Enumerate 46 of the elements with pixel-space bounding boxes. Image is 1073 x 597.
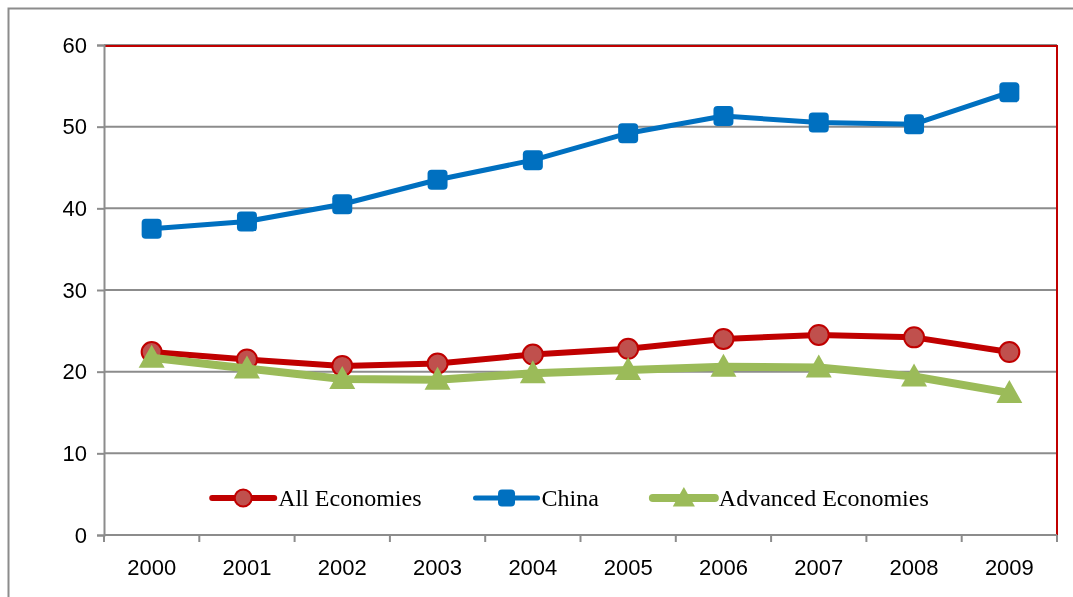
legend-label: Advanced Economies bbox=[718, 485, 929, 512]
x-tick-label: 2007 bbox=[794, 554, 844, 580]
point bbox=[712, 328, 735, 350]
point bbox=[233, 355, 260, 379]
x-tick-label: 2000 bbox=[127, 554, 177, 580]
point bbox=[519, 360, 546, 384]
y-tick-label: 50 bbox=[62, 114, 87, 140]
point bbox=[427, 169, 448, 190]
x-tick-label: 2008 bbox=[889, 554, 939, 580]
point bbox=[999, 82, 1020, 103]
point bbox=[329, 366, 356, 390]
legend-label: China bbox=[541, 485, 600, 512]
point bbox=[332, 194, 353, 215]
y-tick-label: 20 bbox=[62, 359, 87, 385]
x-tick-label: 2002 bbox=[317, 554, 367, 580]
point bbox=[615, 357, 642, 381]
point bbox=[996, 379, 1023, 403]
x-tick-label: 2003 bbox=[413, 554, 463, 580]
point bbox=[808, 112, 829, 133]
point bbox=[426, 352, 449, 375]
point bbox=[522, 150, 543, 171]
point bbox=[998, 341, 1021, 364]
point bbox=[424, 366, 451, 390]
y-tick-label: 60 bbox=[62, 32, 87, 58]
point bbox=[521, 343, 544, 366]
point bbox=[904, 114, 925, 135]
point bbox=[141, 218, 162, 239]
point bbox=[807, 323, 830, 346]
y-tick-label: 10 bbox=[62, 440, 87, 466]
point bbox=[805, 354, 832, 378]
x-tick-label: 2005 bbox=[603, 554, 653, 580]
point bbox=[236, 211, 257, 232]
y-tick-label: 30 bbox=[62, 277, 87, 303]
point bbox=[710, 353, 737, 377]
y-tick-label: 40 bbox=[62, 195, 87, 221]
x-tick-label: 2004 bbox=[508, 554, 558, 580]
x-tick-label: 2006 bbox=[698, 554, 748, 580]
x-tick-label: 2009 bbox=[984, 554, 1034, 580]
legend-label: All Economies bbox=[278, 485, 422, 512]
x-tick-label: 2001 bbox=[222, 554, 272, 580]
point bbox=[903, 326, 926, 349]
point bbox=[901, 363, 928, 387]
y-tick-label: 0 bbox=[74, 522, 87, 548]
point bbox=[713, 106, 734, 127]
point bbox=[618, 123, 639, 144]
point bbox=[617, 337, 640, 360]
